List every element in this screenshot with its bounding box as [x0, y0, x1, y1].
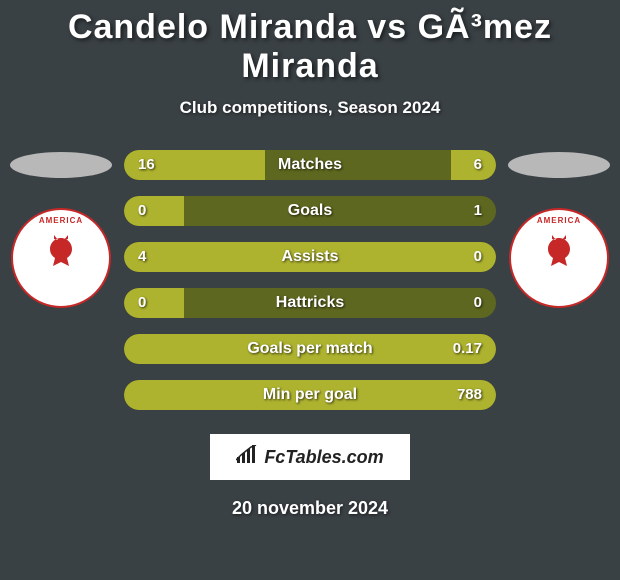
badge-inner-left: [21, 218, 101, 298]
main-row: AMERICA 16 6 Matches 0 1 Goals 4 0 Assists 0 0 Hatt…: [0, 150, 620, 426]
stat-label: Hattricks: [276, 288, 344, 318]
stat-value-right: 0.17: [453, 334, 482, 364]
player-silhouette-right: [508, 152, 610, 178]
stat-label: Assists: [282, 242, 339, 272]
bar-fill-left: [124, 196, 184, 226]
stat-row: 788 Min per goal: [124, 380, 496, 410]
page-title: Candelo Miranda vs GÃ³mez Miranda: [0, 8, 620, 86]
comparison-card: Candelo Miranda vs GÃ³mez Miranda Club c…: [0, 0, 620, 519]
stat-row: 16 6 Matches: [124, 150, 496, 180]
bar-fill-left: [124, 288, 184, 318]
devil-icon: [38, 230, 84, 287]
right-side: AMERICA: [504, 150, 614, 308]
left-side: AMERICA: [6, 150, 116, 308]
stat-value-left: 0: [138, 196, 146, 226]
chart-icon: [236, 445, 258, 470]
stat-value-right: 1: [474, 196, 482, 226]
stat-label: Goals: [288, 196, 332, 226]
subtitle: Club competitions, Season 2024: [0, 98, 620, 118]
brand-text: FcTables.com: [264, 447, 383, 468]
club-badge-left: AMERICA: [11, 208, 111, 308]
stat-value-left: 4: [138, 242, 146, 272]
stat-bars: 16 6 Matches 0 1 Goals 4 0 Assists 0 0 Hattricks 0.1…: [116, 150, 504, 426]
brand-box: FcTables.com: [210, 434, 410, 480]
stat-value-right: 6: [474, 150, 482, 180]
stat-row: 0.17 Goals per match: [124, 334, 496, 364]
stat-value-right: 0: [474, 288, 482, 318]
stat-value-left: 16: [138, 150, 155, 180]
badge-label-right: AMERICA: [537, 216, 581, 225]
stat-value-right: 0: [474, 242, 482, 272]
badge-inner-right: [519, 218, 599, 298]
stat-label: Matches: [278, 150, 342, 180]
footer-date: 20 november 2024: [0, 498, 620, 519]
stat-row: 4 0 Assists: [124, 242, 496, 272]
player-silhouette-left: [10, 152, 112, 178]
stat-row: 0 1 Goals: [124, 196, 496, 226]
stat-value-right: 788: [457, 380, 482, 410]
stat-label: Min per goal: [263, 380, 357, 410]
badge-label-left: AMERICA: [39, 216, 83, 225]
stat-label: Goals per match: [247, 334, 372, 364]
stat-value-left: 0: [138, 288, 146, 318]
devil-icon: [536, 230, 582, 287]
club-badge-right: AMERICA: [509, 208, 609, 308]
stat-row: 0 0 Hattricks: [124, 288, 496, 318]
